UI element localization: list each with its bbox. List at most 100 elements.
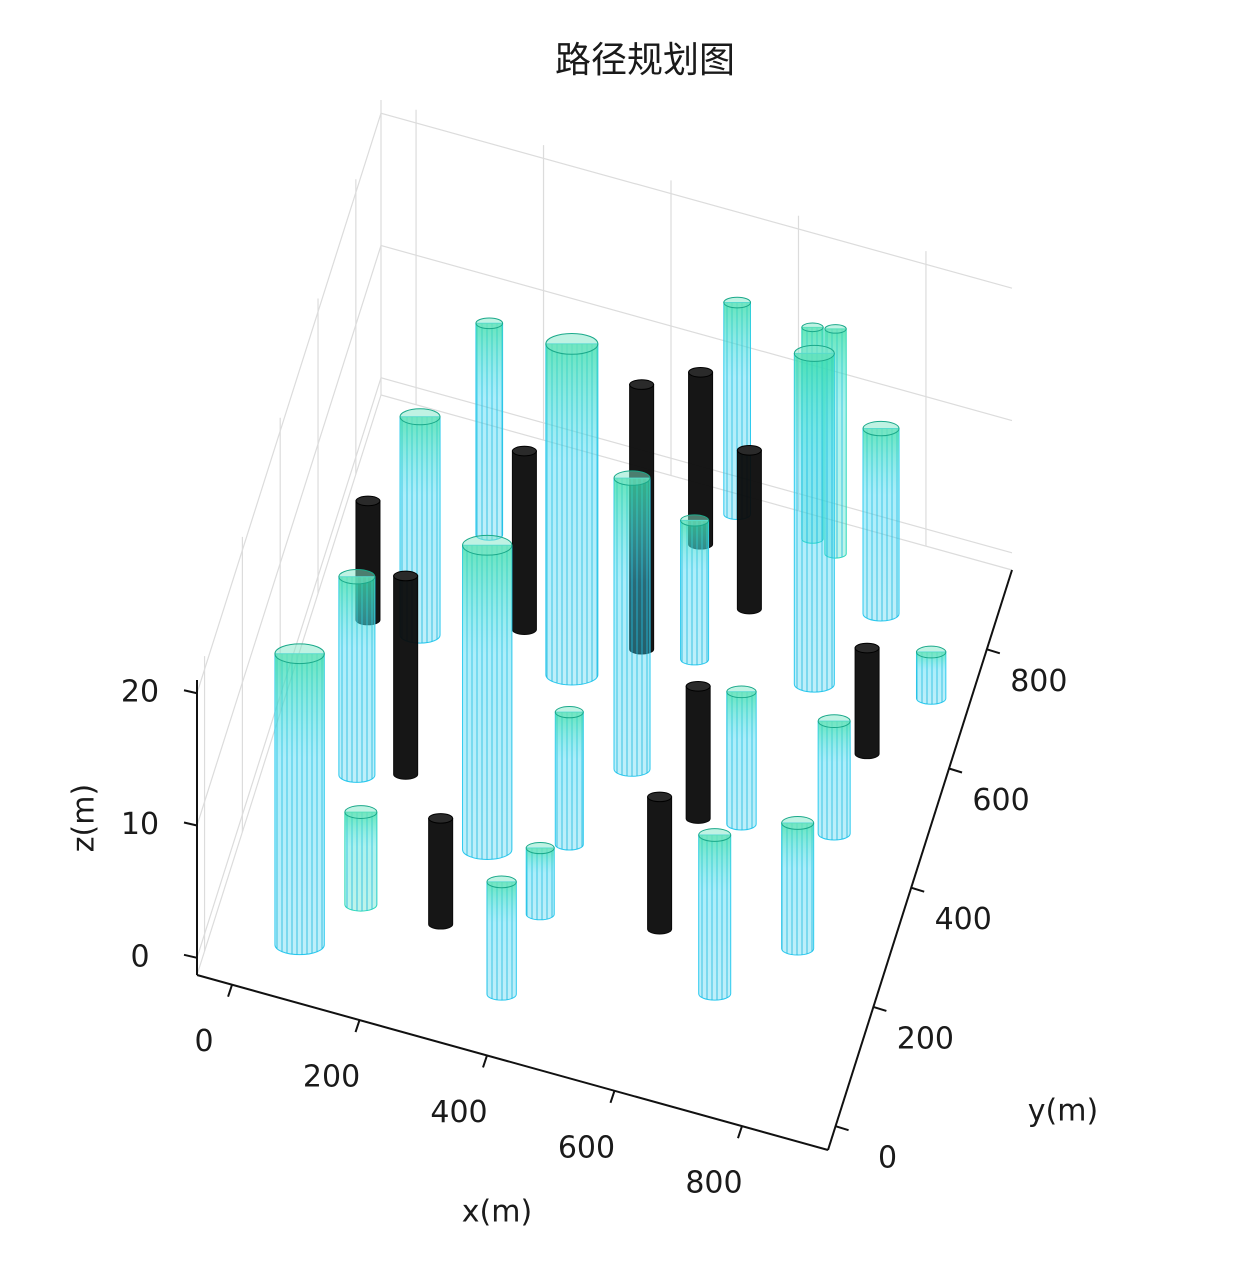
obstacle	[781, 816, 815, 956]
obstacle	[698, 828, 732, 1001]
cylinder-top	[629, 379, 655, 390]
cylinder-top	[801, 322, 824, 333]
cylinder-top	[685, 680, 711, 692]
x-tick	[227, 984, 234, 998]
z-tick	[183, 821, 198, 827]
x-tick-label: 0	[195, 1024, 214, 1059]
cylinder-glow	[818, 721, 851, 840]
cylinder-top	[475, 317, 504, 330]
obstacle	[647, 791, 673, 935]
cylinder-top	[511, 445, 537, 457]
y-tick	[910, 886, 925, 893]
cylinder-top	[698, 828, 732, 842]
cylinder-top	[854, 642, 880, 654]
x-axis	[196, 974, 829, 1151]
axes: 0 200 400 600 800 0 200 400 600 800 0 10 20	[121, 569, 1067, 1201]
z-tick	[183, 689, 198, 695]
cylinder-glow	[344, 812, 377, 912]
y-tick	[948, 767, 963, 774]
obstacle	[511, 445, 537, 635]
obstacle	[344, 805, 378, 912]
y-tick-label: 800	[1010, 664, 1067, 699]
obstacle	[274, 643, 325, 956]
cylinder-glow	[274, 653, 325, 955]
cylinder-glow	[475, 323, 503, 541]
obstacle	[736, 444, 762, 615]
cylinder-glow	[462, 545, 512, 860]
x-axis-label: x(m)	[462, 1195, 532, 1230]
obstacle	[525, 841, 555, 921]
y-tick-label: 400	[935, 902, 992, 937]
obstacle	[475, 317, 504, 541]
obstacle	[554, 706, 584, 851]
obstacle	[462, 534, 513, 860]
obstacle	[680, 514, 710, 666]
cylinder-glow	[698, 834, 731, 1001]
cylinder-top	[462, 534, 513, 556]
cylinder-glow	[916, 652, 946, 705]
obstacle	[486, 875, 517, 1001]
obstacle	[726, 685, 757, 831]
cylinder-top	[355, 495, 381, 507]
cylinder-top	[338, 569, 376, 585]
obstacle	[862, 420, 900, 622]
y-tick-label: 200	[897, 1021, 954, 1056]
y-tick-label: 600	[972, 783, 1029, 818]
cylinder-body	[685, 685, 711, 824]
x-tick-label: 800	[685, 1166, 742, 1201]
obstacle	[685, 680, 711, 824]
cylinder-top	[344, 805, 378, 819]
cylinder-glow	[486, 881, 517, 1001]
obstacle	[854, 642, 880, 760]
y-axis-label: y(m)	[1028, 1094, 1098, 1129]
cylinder-body	[428, 817, 454, 930]
grid-line	[196, 112, 1013, 694]
cylinder-body	[511, 450, 537, 635]
cylinder-glow	[863, 428, 900, 621]
z-tick-label: 20	[121, 675, 159, 710]
y-tick-label: 0	[878, 1141, 897, 1176]
cylinder-top	[781, 816, 815, 830]
cylinder-glow	[781, 822, 814, 956]
cylinder-top	[862, 420, 900, 437]
obstacle	[338, 569, 376, 783]
cylinder-top	[393, 570, 419, 582]
cylinder-body	[736, 449, 762, 615]
x-tick	[482, 1055, 488, 1068]
cylinder-glow	[794, 353, 835, 693]
y-axis	[827, 569, 1013, 1151]
chart-title: 路径规划图	[555, 40, 735, 81]
obstacles	[274, 296, 947, 1001]
cylinder-top	[817, 714, 851, 729]
obstacle	[393, 570, 419, 780]
cylinder-top	[554, 706, 584, 719]
cylinder-top	[399, 408, 441, 426]
cylinder-body	[393, 575, 419, 780]
cylinder-glow	[545, 343, 598, 685]
cylinder-body	[647, 796, 673, 935]
x-tick-label: 400	[430, 1095, 487, 1130]
obstacle	[817, 714, 851, 841]
z-tick	[183, 953, 198, 959]
cylinder-glow	[555, 712, 584, 851]
x-tick	[737, 1125, 743, 1139]
obstacle	[428, 813, 454, 930]
cylinder-top	[647, 791, 673, 803]
y-tick	[835, 1125, 849, 1132]
obstacle	[613, 470, 651, 777]
y-tick	[873, 1005, 887, 1012]
y-tick	[986, 648, 1001, 655]
cylinder-glow	[526, 848, 555, 920]
cylinder-top	[428, 813, 454, 824]
x-tick	[354, 1019, 361, 1033]
z-tick-label: 0	[130, 939, 149, 974]
obstacle	[793, 344, 835, 693]
cylinder-top	[545, 332, 599, 355]
obstacle	[545, 332, 599, 686]
z-axis-label: z(m)	[67, 784, 102, 852]
cylinder-top	[793, 344, 835, 362]
cylinder-glow	[614, 478, 651, 777]
cylinder-glow	[726, 691, 757, 830]
cylinder-top	[736, 444, 762, 456]
